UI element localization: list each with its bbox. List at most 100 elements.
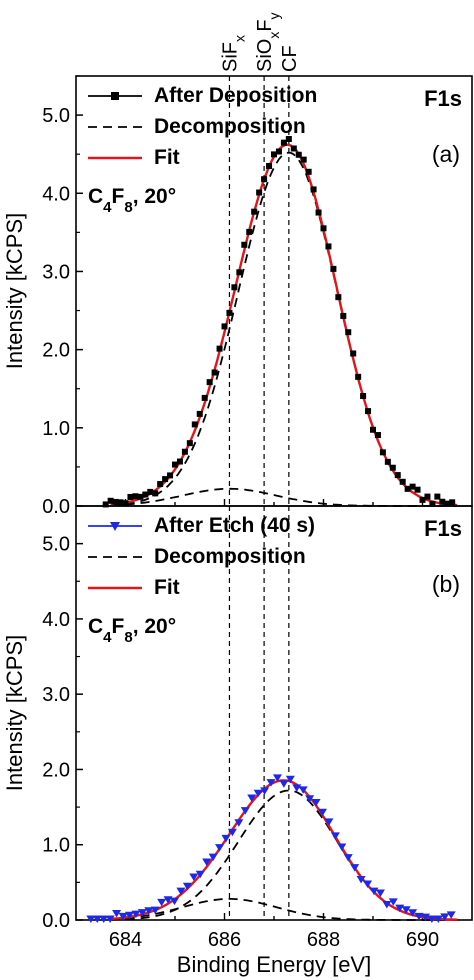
data-point (285, 775, 295, 784)
data-point (172, 461, 178, 468)
condition-label: C4F8, 20° (88, 185, 176, 216)
data-point (279, 780, 289, 788)
data-point (261, 176, 268, 183)
data-point (86, 915, 96, 923)
data-point (389, 464, 396, 471)
data-point (186, 440, 193, 447)
data-point (167, 472, 174, 479)
data-point (92, 915, 102, 923)
data-point (363, 880, 373, 888)
data-point (260, 787, 270, 795)
data-point (221, 834, 231, 843)
data-point (234, 819, 244, 827)
data-point (434, 493, 441, 500)
panel-letter: (a) (432, 141, 460, 167)
data-point (170, 897, 180, 906)
plot-frame (75, 505, 473, 921)
data-point (182, 882, 192, 891)
data-point (131, 910, 141, 919)
data-point (369, 887, 379, 896)
data-point (195, 870, 205, 879)
data-point (201, 394, 208, 401)
data-point (449, 499, 456, 506)
data-point (132, 493, 139, 500)
data-point (414, 486, 421, 493)
data-point (211, 369, 218, 376)
legend-label: Decomposition (154, 115, 306, 138)
reference-label: SiFx (219, 35, 247, 72)
y-tick-label: 3.0 (42, 261, 70, 283)
data-point (382, 900, 392, 909)
data-point (162, 476, 169, 483)
data-point (196, 410, 203, 417)
data-point (388, 898, 398, 906)
data-point (226, 309, 233, 316)
decomposition-curve (110, 789, 458, 921)
y-tick-label: 0.0 (42, 910, 70, 932)
data-point (215, 844, 225, 852)
y-tick-label: 1.0 (42, 835, 70, 857)
data-point (231, 284, 238, 291)
data-point (247, 794, 257, 802)
data-point (163, 896, 173, 904)
data-point (256, 189, 263, 196)
data-point (355, 373, 362, 380)
data-point (112, 909, 122, 918)
data-point (446, 911, 456, 919)
data-point (350, 864, 360, 872)
x-tick-label: 684 (109, 929, 142, 951)
panel-letter: (b) (432, 571, 460, 597)
y-tick-label: 4.0 (42, 183, 70, 205)
y-tick-label: 5.0 (42, 534, 70, 556)
data-point (335, 294, 342, 301)
data-point (427, 915, 437, 923)
data-point (433, 915, 443, 923)
y-tick-label: 3.0 (42, 684, 70, 706)
legend-label: After Deposition (154, 84, 317, 107)
data-point (127, 493, 134, 500)
data-point (315, 209, 322, 216)
data-point (394, 472, 401, 479)
data-point (370, 426, 376, 433)
data-point (112, 498, 119, 505)
data-point (324, 818, 334, 826)
data-point (343, 854, 353, 862)
data-point (404, 485, 411, 492)
data-point (292, 784, 302, 792)
data-point (310, 186, 317, 193)
data-point (424, 493, 431, 500)
data-point (144, 907, 154, 915)
data-point (271, 151, 277, 158)
data-point (102, 501, 109, 508)
data-point (337, 843, 347, 852)
panel-b: 0.0 1.0 2.0 3.0 4.0 5.0 684 686 688 690 Intensity … (2, 505, 473, 977)
data-point (241, 241, 248, 248)
data-point (202, 858, 212, 866)
data-point (157, 481, 164, 488)
data-point (300, 156, 307, 163)
panel-title: F1s (424, 86, 462, 111)
data-point (356, 876, 366, 884)
data-point (401, 906, 411, 914)
data-point (99, 915, 109, 923)
data-point (409, 483, 416, 490)
data-point (439, 498, 446, 505)
legend-marker (111, 92, 119, 100)
x-tick-label: 686 (208, 929, 241, 951)
data-point (375, 889, 385, 898)
data-point (176, 887, 186, 896)
data-point (142, 491, 149, 498)
legend-label: Decomposition (154, 545, 306, 568)
data-point (440, 913, 450, 921)
panel-a: 0.0 1.0 2.0 3.0 4.0 5.0 Intensity [kCPS] SiFxSi… (2, 12, 473, 518)
data-point (181, 448, 188, 455)
data-point (330, 832, 340, 840)
data-point (157, 898, 167, 907)
data-point (360, 393, 367, 400)
data-point (122, 500, 129, 507)
y-tick-label: 5.0 (42, 105, 70, 127)
y-tick-label: 1.0 (42, 418, 70, 440)
data-point (240, 807, 250, 815)
data-point (272, 774, 282, 782)
y-tick-label: 0.0 (42, 496, 70, 518)
